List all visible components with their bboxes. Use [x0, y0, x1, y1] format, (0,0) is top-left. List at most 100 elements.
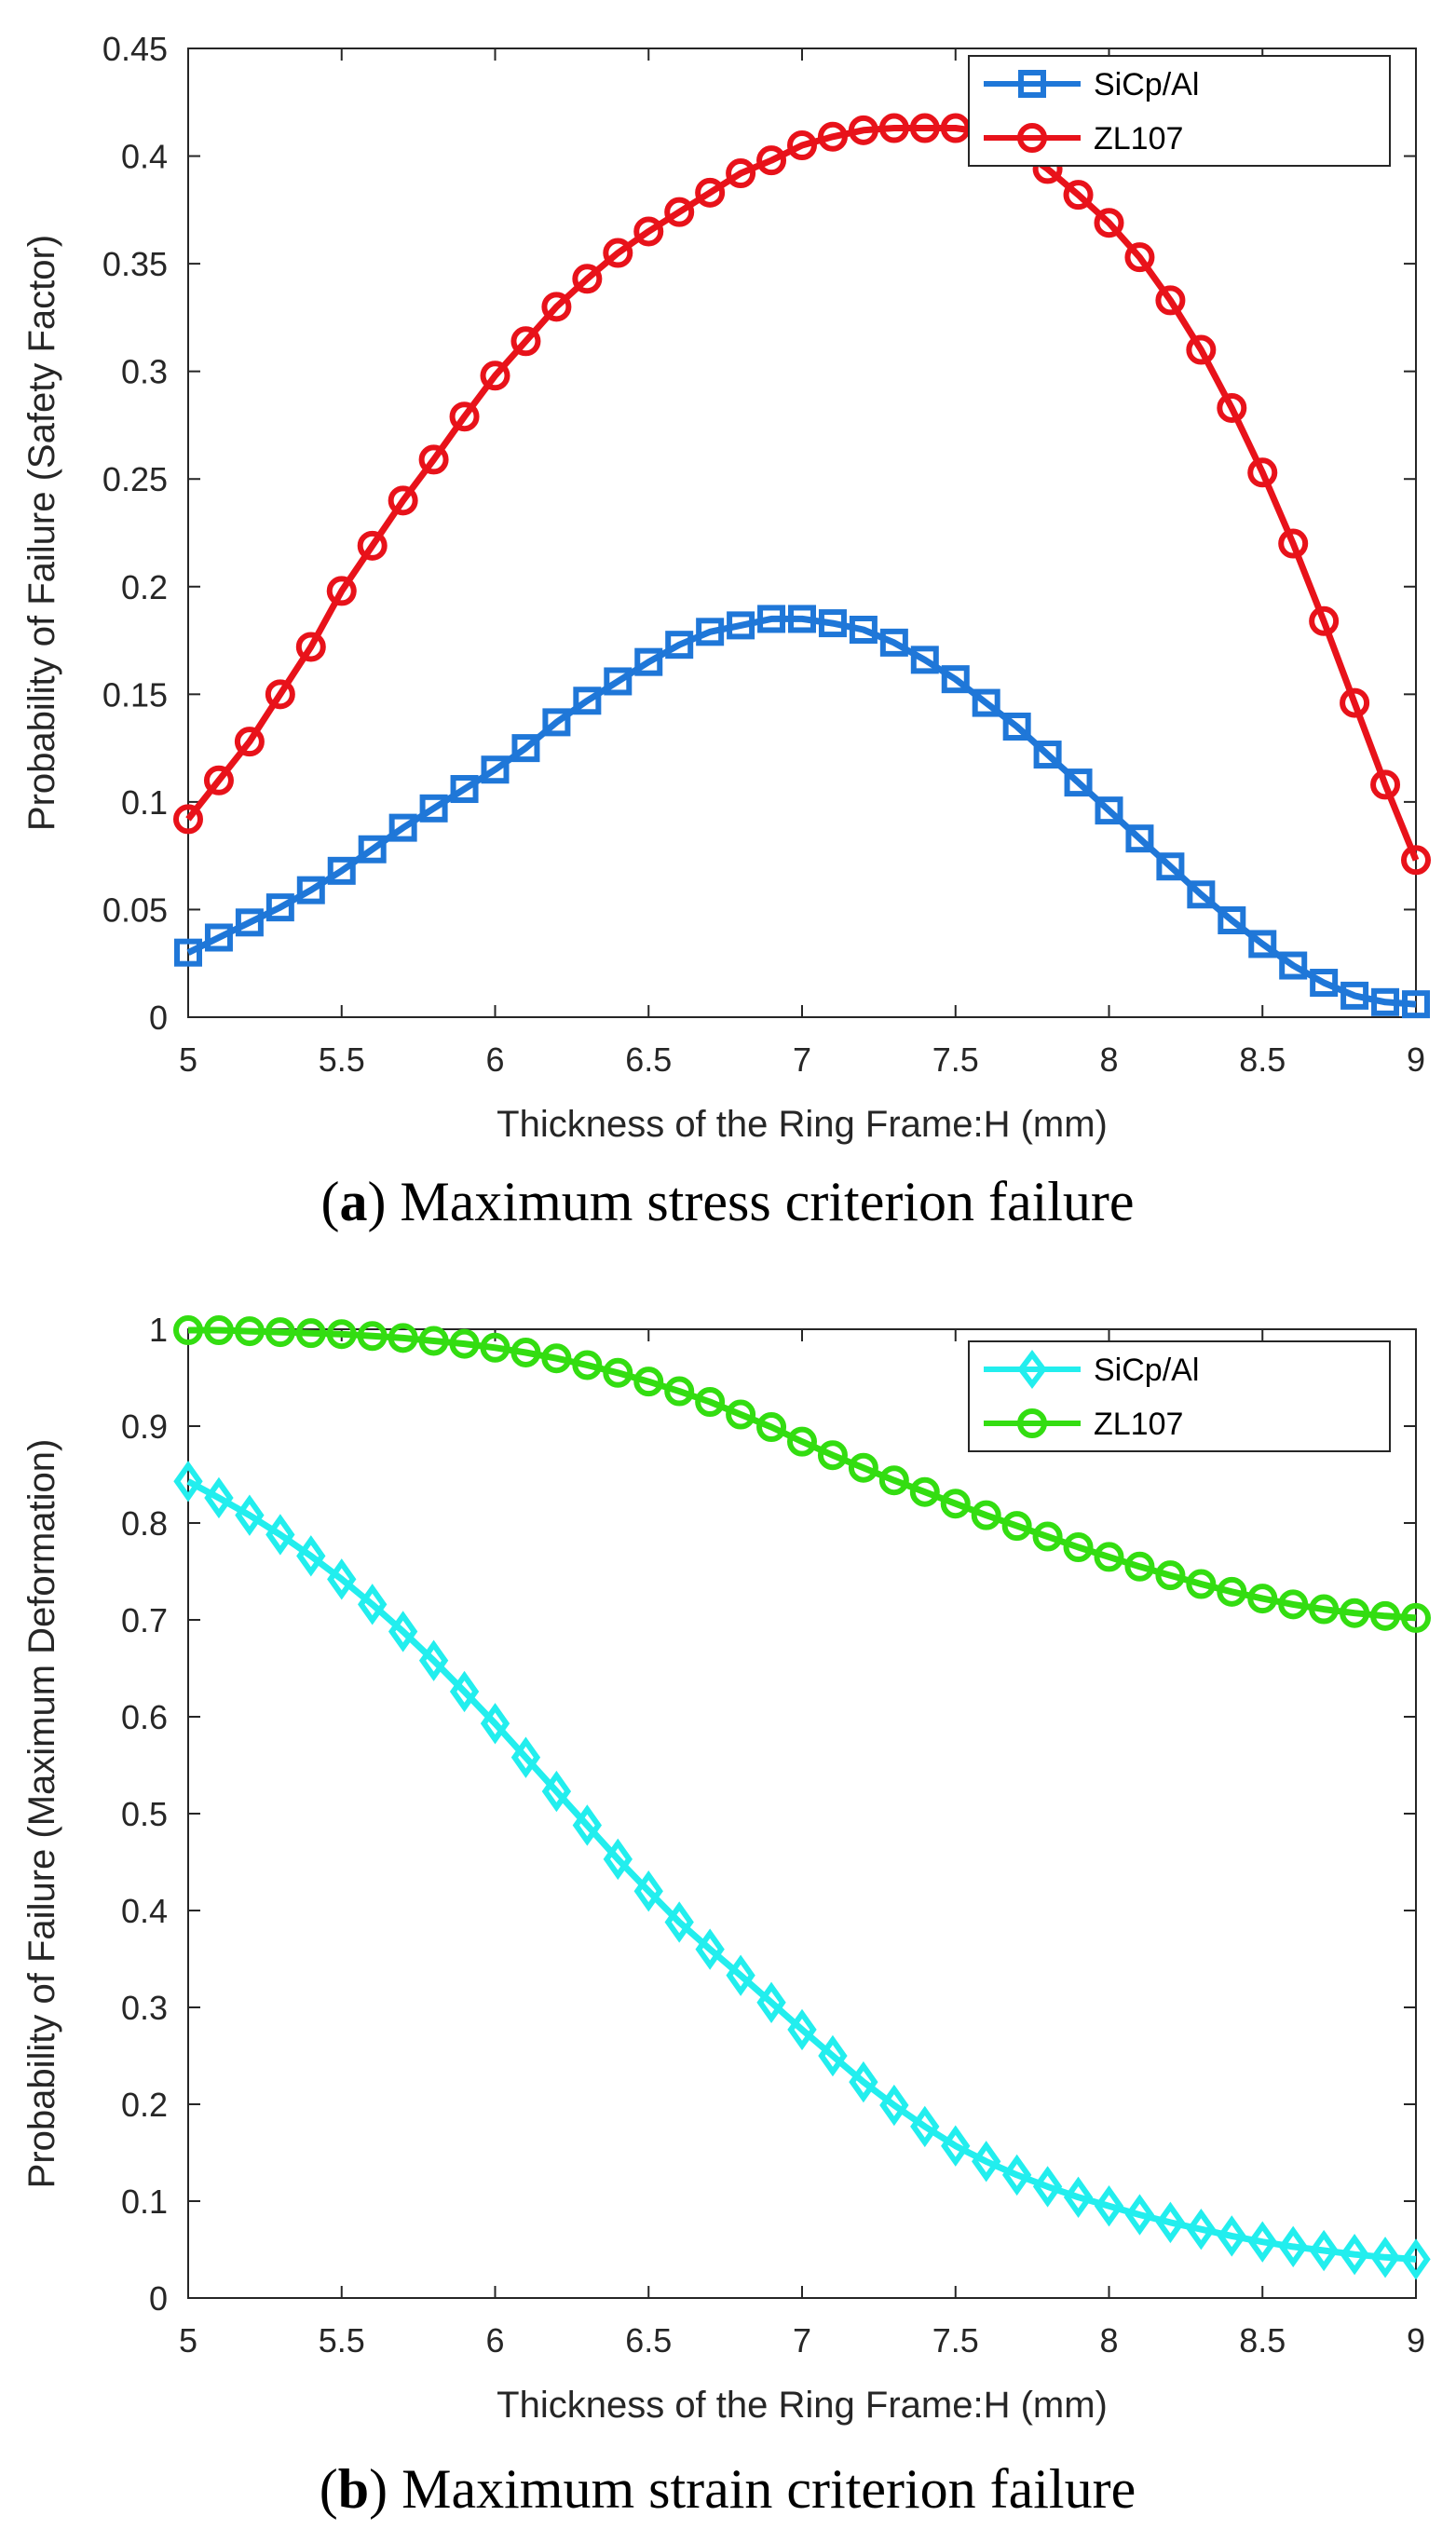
legend-label-b-1: ZL107 [1094, 1407, 1183, 1442]
point-b-1-33 [1186, 1569, 1217, 1599]
point-a-1-11 [510, 326, 541, 357]
y-tick-label-b-3: 0.3 [121, 1989, 168, 2027]
point-a-1-15 [633, 216, 664, 247]
point-b-1-0 [173, 1315, 203, 1346]
point-a-0-35 [1248, 930, 1277, 959]
point-b-0-40 [1401, 2238, 1431, 2280]
point-b-1-11 [510, 1337, 541, 1367]
point-a-0-18 [727, 611, 755, 640]
point-a-0-33 [1187, 880, 1216, 909]
point-b-0-28 [1032, 2166, 1063, 2208]
point-b-1-18 [726, 1399, 756, 1430]
point-a-0-38 [1340, 981, 1369, 1010]
point-b-0-37 [1309, 2229, 1339, 2272]
legend-label-b-0: SiCp/Al [1094, 1353, 1199, 1388]
point-b-1-5 [326, 1319, 357, 1350]
legend-label-a-0: SiCp/Al [1094, 67, 1199, 102]
x-tick-label-a-4: 7 [793, 1040, 811, 1079]
point-b-0-2 [235, 1494, 265, 1536]
point-b-0-3 [265, 1514, 295, 1556]
point-a-0-39 [1371, 987, 1400, 1016]
y-tick-label-a-0: 0 [149, 999, 168, 1037]
point-b-0-9 [449, 1670, 480, 1713]
point-a-1-35 [1247, 457, 1278, 488]
point-a-1-29 [1063, 180, 1094, 211]
point-b-1-35 [1247, 1584, 1278, 1614]
point-a-0-5 [327, 856, 356, 885]
y-tick-label-a-1: 0.05 [102, 891, 168, 929]
point-b-0-31 [1124, 2194, 1155, 2236]
caption-letter-a: a [339, 1171, 367, 1232]
point-b-0-32 [1155, 2201, 1186, 2244]
caption-close-b: ) [369, 2458, 388, 2520]
point-b-1-40 [1401, 1602, 1431, 1633]
point-b-0-36 [1278, 2225, 1308, 2268]
point-b-1-31 [1124, 1551, 1155, 1582]
y-tick-label-a-6: 0.3 [121, 353, 168, 391]
point-a-0-37 [1310, 969, 1339, 998]
point-a-0-20 [788, 605, 816, 633]
point-a-0-13 [573, 687, 602, 715]
x-tick-label-a-5: 7.5 [932, 1040, 979, 1079]
point-a-0-15 [634, 647, 663, 676]
point-b-0-18 [726, 1954, 755, 1996]
x-tick-label-a-0: 5 [179, 1040, 197, 1079]
y-tick-label-b-5: 0.5 [121, 1795, 168, 1833]
point-a-0-32 [1156, 852, 1185, 881]
legend-b: SiCp/Al ZL107 [968, 1340, 1391, 1452]
x-tick-label-b-3: 6.5 [625, 2321, 672, 2359]
point-a-0-24 [910, 646, 939, 674]
point-b-1-23 [878, 1465, 909, 1496]
point-a-1-34 [1217, 392, 1247, 423]
point-a-1-20 [787, 130, 817, 160]
point-b-1-20 [787, 1426, 817, 1457]
point-b-1-7 [388, 1323, 418, 1353]
point-a-1-16 [664, 197, 695, 227]
y-tick-label-b-4: 0.4 [121, 1892, 168, 1930]
point-a-1-32 [1155, 285, 1186, 316]
y-tick-label-b-2: 0.2 [121, 2086, 168, 2124]
y-axis-label-a: Probability of Failure (Safety Factor) [21, 235, 62, 831]
point-a-0-36 [1279, 951, 1308, 980]
point-a-1-2 [234, 727, 265, 757]
y-tick-label-a-3: 0.15 [102, 675, 168, 714]
point-b-1-1 [203, 1315, 234, 1346]
point-b-1-27 [1001, 1511, 1032, 1542]
point-a-1-8 [418, 444, 449, 475]
plot-area-b [187, 1328, 1417, 2299]
point-b-1-36 [1278, 1589, 1309, 1620]
y-tick-label-a-7: 0.35 [102, 245, 168, 283]
point-b-1-14 [603, 1357, 633, 1388]
point-b-0-21 [818, 2034, 848, 2077]
point-b-0-5 [327, 1558, 357, 1600]
legend-entry-b-0: SiCp/Al [984, 1350, 1199, 1389]
point-a-1-12 [541, 292, 572, 322]
x-tick-label-a-1: 5.5 [319, 1040, 365, 1079]
point-a-0-1 [204, 923, 233, 952]
point-b-0-14 [603, 1838, 633, 1881]
point-a-0-28 [1033, 741, 1062, 769]
point-b-1-25 [940, 1489, 971, 1519]
point-a-0-30 [1095, 796, 1123, 825]
y-tick-label-b-8: 0.8 [121, 1504, 168, 1543]
point-b-1-17 [695, 1387, 726, 1417]
point-b-1-26 [971, 1500, 1001, 1530]
point-a-1-1 [203, 765, 234, 796]
point-b-1-19 [756, 1412, 787, 1443]
series-group-a [173, 113, 1431, 1019]
point-b-1-34 [1217, 1576, 1247, 1607]
point-a-0-9 [450, 775, 479, 804]
y-tick-label-b-10: 1 [149, 1311, 168, 1349]
point-a-0-19 [757, 605, 786, 633]
y-ticks-a: 0 0.05 0.1 0.15 0.2 0.25 0.3 0.35 0.4 0.45 [102, 30, 1416, 1037]
point-b-0-8 [418, 1639, 449, 1681]
point-a-1-23 [878, 113, 909, 143]
point-a-0-40 [1402, 990, 1430, 1019]
point-b-0-11 [510, 1736, 541, 1778]
point-a-1-39 [1370, 769, 1401, 800]
point-a-0-31 [1125, 824, 1154, 853]
point-b-0-17 [695, 1928, 725, 1970]
point-a-0-3 [265, 893, 294, 922]
y-ticks-b: 0 0.1 0.2 0.3 0.4 0.5 0.6 0.7 0.8 0.9 1 [121, 1311, 1416, 2318]
point-a-1-13 [572, 264, 603, 294]
